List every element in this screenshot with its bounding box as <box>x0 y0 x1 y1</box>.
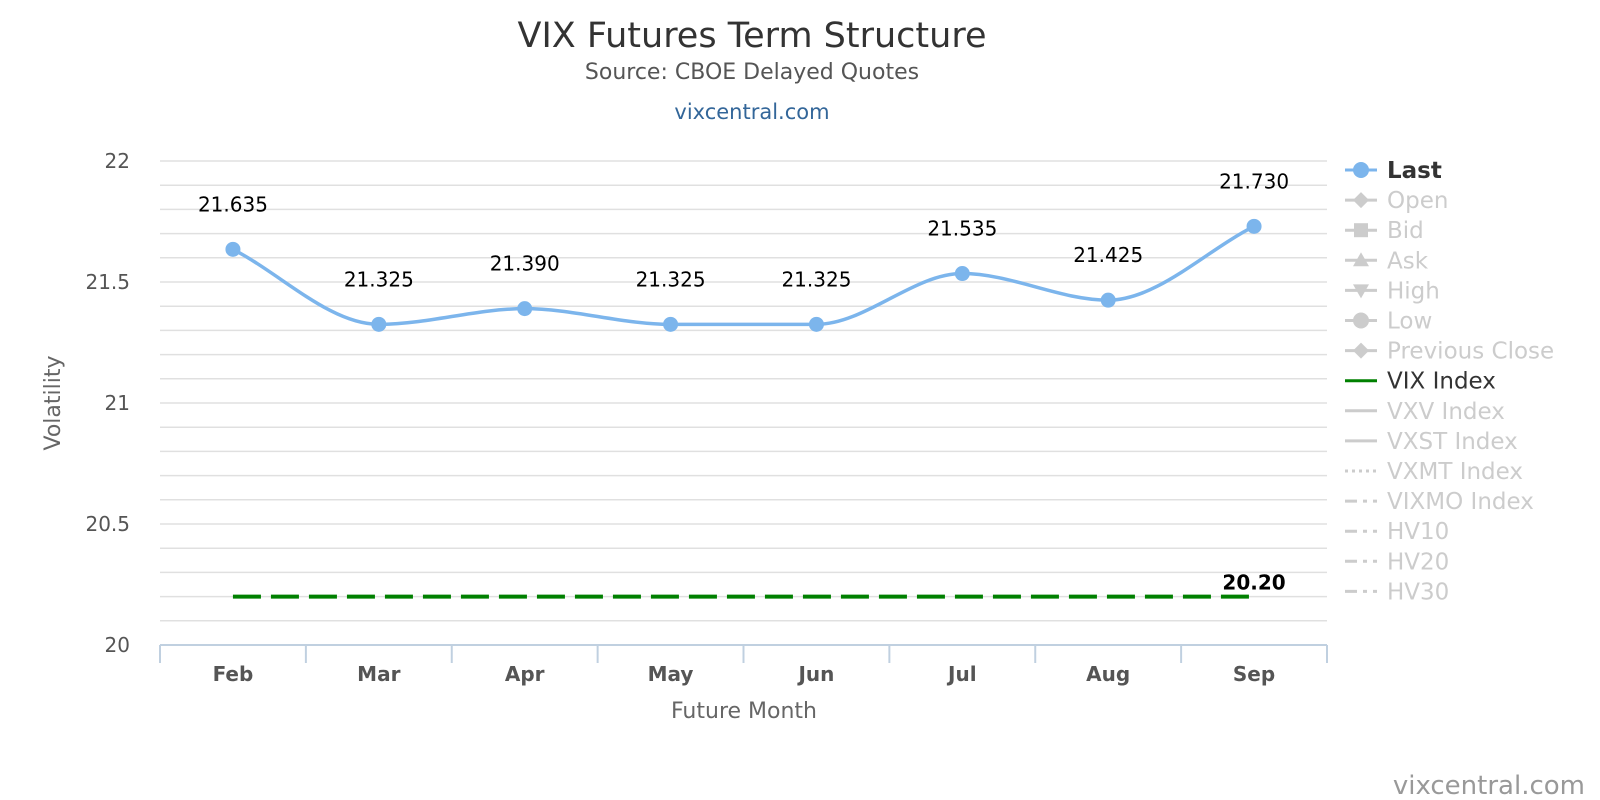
legend-item[interactable]: VXMT Index <box>1345 459 1523 485</box>
vix-index-label: 20.20 <box>1222 571 1285 595</box>
x-tick-label: Jun <box>796 662 834 686</box>
legend-label: VIXMO Index <box>1387 489 1534 515</box>
x-axis: Feb Mar Apr May Jun Jul Aug Sep <box>159 644 1328 686</box>
last-data-label: 21.635 <box>198 192 268 216</box>
legend-label: VXMT Index <box>1387 459 1523 485</box>
gridlines <box>160 160 1327 622</box>
last-data-point[interactable] <box>517 301 533 317</box>
last-data-label: 21.325 <box>636 267 706 291</box>
legend-item[interactable]: Previous Close <box>1345 339 1554 365</box>
legend: Last Open Bid Ask High Low Previous Close VIX I… <box>1345 158 1554 605</box>
legend-label: Ask <box>1387 248 1429 274</box>
last-data-point[interactable] <box>1100 292 1116 308</box>
y-tick-label: 20.5 <box>85 512 130 536</box>
last-data-label: 21.390 <box>490 252 560 276</box>
legend-label: Previous Close <box>1387 339 1554 365</box>
last-data-point[interactable] <box>1246 218 1262 234</box>
legend-symbol <box>1353 162 1369 178</box>
x-tick-label: Sep <box>1233 662 1275 686</box>
legend-label: HV30 <box>1387 579 1449 605</box>
x-tick-label: Apr <box>505 662 545 686</box>
chart-title: VIX Futures Term Structure <box>518 16 987 56</box>
legend-item[interactable]: VXST Index <box>1345 429 1518 455</box>
legend-item[interactable]: HV20 <box>1345 549 1449 575</box>
x-tick-label: Jul <box>946 662 977 686</box>
y-axis-title: Volatility <box>41 355 66 450</box>
last-data-point[interactable] <box>808 316 824 332</box>
legend-item[interactable]: VXV Index <box>1345 399 1505 425</box>
chart-subtitle: Source: CBOE Delayed Quotes <box>585 60 919 85</box>
last-data-point[interactable] <box>371 316 387 332</box>
last-data-label: 21.425 <box>1073 243 1143 267</box>
x-tick-label: May <box>648 662 694 686</box>
last-data-label: 21.325 <box>781 267 851 291</box>
legend-label: VIX Index <box>1387 369 1496 395</box>
last-data-label: 21.730 <box>1219 169 1289 193</box>
y-tick-label: 21.5 <box>85 270 130 294</box>
legend-symbol <box>1353 342 1369 359</box>
y-tick-label: 21 <box>105 391 130 415</box>
credit-link-top[interactable]: vixcentral.com <box>674 100 829 124</box>
legend-label: Last <box>1387 158 1442 184</box>
legend-symbol <box>1354 223 1368 238</box>
y-tick-label: 22 <box>105 149 130 173</box>
legend-symbol <box>1353 312 1369 329</box>
legend-label: HV10 <box>1387 519 1449 545</box>
legend-item[interactable]: Open <box>1345 188 1448 214</box>
legend-label: Bid <box>1387 218 1424 244</box>
legend-item[interactable]: VIXMO Index <box>1345 489 1534 515</box>
legend-symbol <box>1353 192 1369 209</box>
legend-item[interactable]: High <box>1345 278 1440 304</box>
last-series-line <box>232 224 1255 327</box>
legend-label: Low <box>1387 309 1432 335</box>
legend-item[interactable]: Last <box>1345 158 1442 184</box>
y-axis-ticks: 20 20.5 21 21.5 22 <box>85 149 130 657</box>
legend-label: VXST Index <box>1387 429 1518 455</box>
legend-item[interactable]: HV30 <box>1345 579 1449 605</box>
x-axis-title: Future Month <box>671 699 817 724</box>
y-tick-label: 20 <box>105 633 130 657</box>
legend-item[interactable]: Bid <box>1345 218 1424 244</box>
last-data-point[interactable] <box>663 316 679 332</box>
last-data-label: 21.325 <box>344 267 414 291</box>
legend-symbol <box>1353 284 1369 299</box>
last-data-point[interactable] <box>225 241 241 257</box>
legend-item[interactable]: HV10 <box>1345 519 1449 545</box>
x-tick-label: Feb <box>213 662 254 686</box>
last-data-point[interactable] <box>954 266 970 282</box>
x-tick-label: Aug <box>1086 662 1130 686</box>
legend-item[interactable]: VIX Index <box>1345 369 1496 395</box>
legend-item[interactable]: Low <box>1345 309 1432 335</box>
legend-label: Open <box>1387 188 1448 214</box>
legend-label: VXV Index <box>1387 399 1505 425</box>
last-data-label: 21.535 <box>927 217 997 241</box>
legend-item[interactable]: Ask <box>1345 248 1429 274</box>
legend-label: HV20 <box>1387 549 1449 575</box>
credit-link-bottom[interactable]: vixcentral.com <box>1393 771 1585 800</box>
x-tick-label: Mar <box>357 662 400 686</box>
legend-symbol <box>1353 252 1369 267</box>
legend-label: High <box>1387 278 1440 304</box>
series-group: 20.20 21.635 21.325 21.390 21.325 21.325 21.53… <box>198 169 1289 599</box>
